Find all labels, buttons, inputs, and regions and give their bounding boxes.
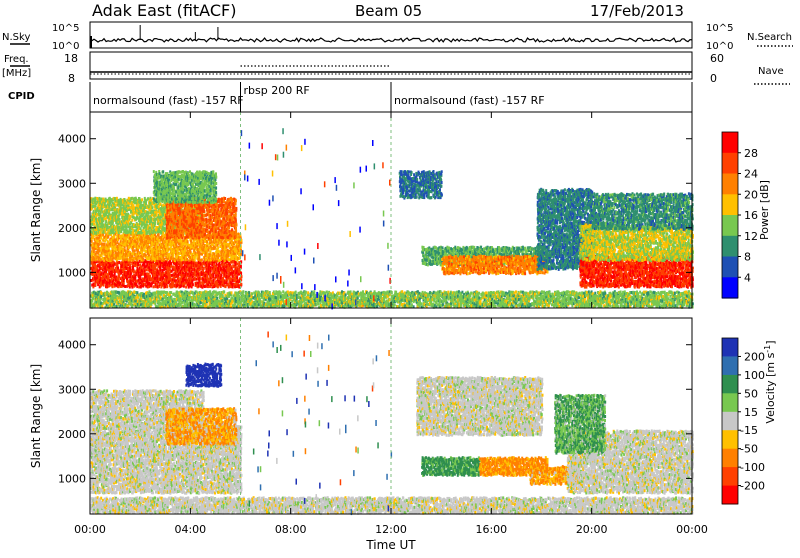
heatmap-cell [240, 283, 242, 286]
nsky-left-tick-top: 10^5 [52, 23, 79, 34]
heatmap-cell [236, 276, 238, 279]
heatmap-cell [104, 243, 106, 246]
heatmap-cell [200, 277, 202, 280]
heatmap-cell [216, 263, 218, 266]
heatmap-cell [119, 282, 121, 285]
heatmap-cell [129, 264, 131, 267]
heatmap-cell [187, 240, 189, 243]
heatmap-cell [111, 285, 113, 288]
heatmap-cell [144, 275, 146, 278]
freq-right-tick-bottom: 0 [710, 72, 717, 85]
heatmap-cell [173, 266, 175, 269]
heatmap-cell [221, 274, 223, 277]
heatmap-cell [142, 258, 144, 261]
heatmap-cell [232, 279, 234, 282]
heatmap-cell [186, 258, 188, 261]
heatmap-cell [170, 265, 172, 268]
heatmap-cell [220, 277, 222, 280]
nsky-trace [90, 25, 692, 48]
heatmap-cell [145, 268, 147, 271]
cpid-label: CPID [8, 91, 35, 102]
heatmap-cell [153, 285, 155, 288]
heatmap-cell [118, 278, 120, 281]
nsky-right-tick-bottom: 10^0 [706, 41, 733, 52]
heatmap-cell [136, 285, 138, 288]
freq-left-tick-bottom: 8 [68, 72, 75, 85]
heatmap-cell [219, 264, 221, 267]
figure-canvas: Adak East (fitACF) Beam 05 17/Feb/2013 N… [0, 0, 800, 554]
heatmap-cell [103, 284, 105, 287]
heatmap-cell [93, 250, 95, 253]
heatmap-cell [230, 277, 232, 280]
nsearch-label: N.Search [747, 32, 792, 43]
heatmap-cell [225, 285, 227, 288]
freq-label: Freq. [4, 54, 29, 65]
station-title: Adak East (fitACF) [92, 1, 236, 20]
cpid-segment-label: normalsound (fast) -157 RF [394, 94, 545, 107]
freq-left-tick-top: 18 [64, 52, 78, 65]
heatmap-cell [232, 265, 234, 268]
radar-figure: Adak East (fitACF) Beam 05 17/Feb/2013 N… [0, 0, 800, 554]
freq-unit-label: [MHz] [2, 68, 31, 79]
heatmap-cell [150, 247, 152, 250]
cpid-segment-label: normalsound (fast) -157 RF [93, 94, 244, 107]
heatmap-cell [219, 271, 221, 274]
beam-title: Beam 05 [355, 2, 422, 20]
heatmap-cell [164, 258, 166, 261]
heatmap-cell [137, 263, 139, 266]
heatmap-cell [134, 249, 136, 252]
freq-right-tick-top: 60 [710, 52, 724, 65]
heatmap-cell [157, 274, 159, 277]
nsky-right-tick-top: 10^5 [706, 23, 733, 34]
heatmap-cell [117, 267, 119, 270]
heatmap-cell [132, 265, 134, 268]
heatmap-cell [94, 263, 96, 266]
nsky-line [90, 38, 692, 42]
nsky-label: N.Sky [2, 32, 30, 43]
heatmap-cell [115, 238, 117, 241]
heatmap-cell [166, 285, 168, 288]
heatmap-cell [101, 254, 103, 257]
heatmap-cell [173, 250, 175, 253]
freq-trace [90, 66, 692, 74]
nave-label: Nave [758, 66, 784, 77]
heatmap-cell [200, 281, 202, 284]
freq-panel-frame [90, 52, 692, 79]
heatmap-cell [124, 285, 126, 288]
heatmap-cell [203, 267, 205, 270]
nsky-panel-frame [90, 22, 692, 48]
date-title: 17/Feb/2013 [590, 2, 684, 20]
heatmap-cell [145, 254, 147, 257]
nsky-left-tick-bottom: 10^0 [52, 41, 79, 52]
cpid-segment-label: rbsp 200 RF [244, 84, 310, 97]
heatmap-cell [108, 284, 110, 287]
heatmap-cell [133, 270, 135, 273]
heatmap-cell [240, 265, 242, 268]
heatmap-cell [192, 283, 194, 286]
heatmap-cell [184, 264, 186, 267]
heatmap-cell [172, 254, 174, 257]
heatmap-cell [158, 233, 160, 236]
